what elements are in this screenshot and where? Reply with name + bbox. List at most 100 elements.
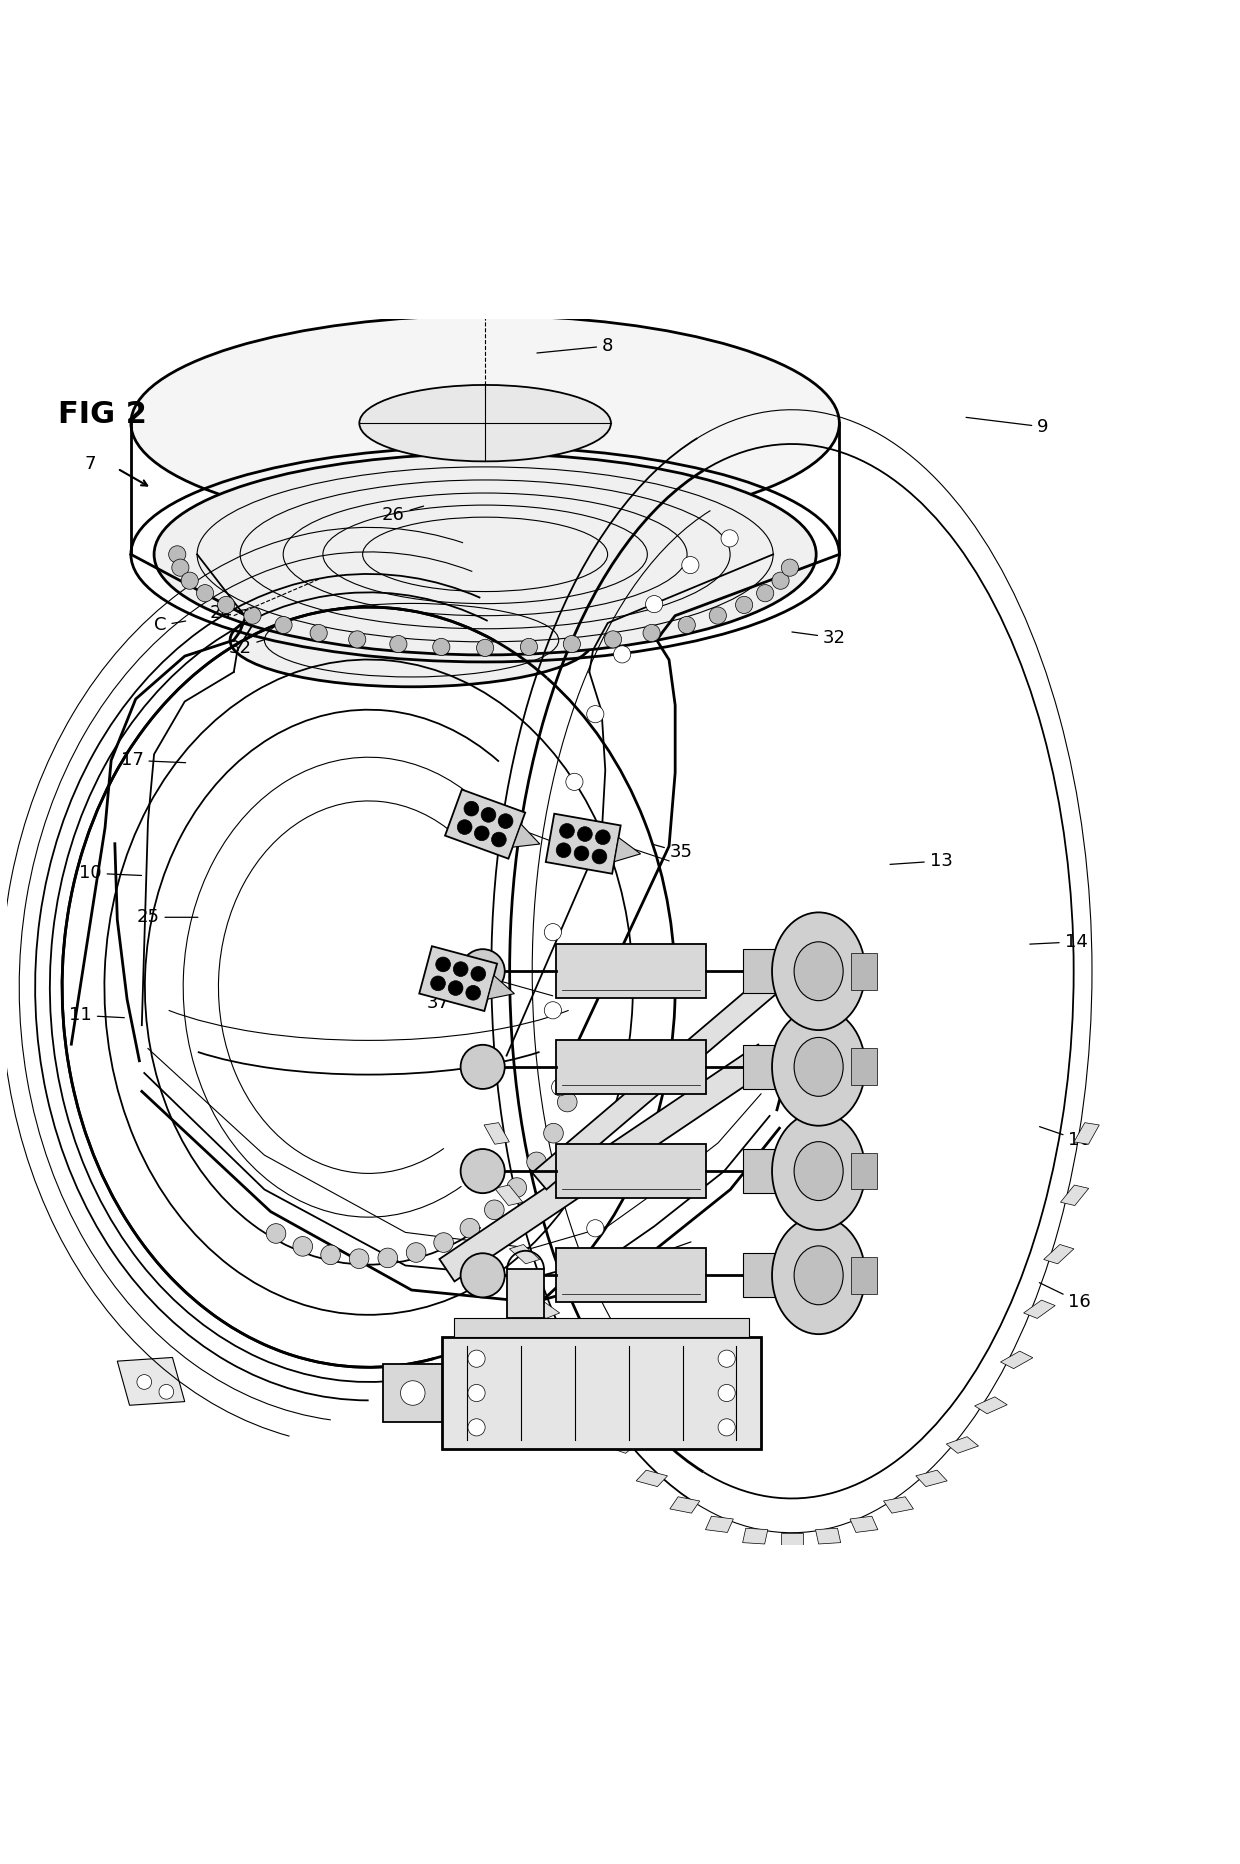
Polygon shape (532, 977, 777, 1189)
Text: 11: 11 (69, 1007, 124, 1025)
Circle shape (559, 824, 574, 839)
Circle shape (267, 1223, 286, 1243)
Polygon shape (636, 1471, 667, 1487)
Circle shape (460, 949, 505, 994)
Ellipse shape (773, 1217, 866, 1335)
Circle shape (293, 1236, 312, 1256)
Polygon shape (495, 1186, 523, 1206)
Polygon shape (781, 1532, 802, 1547)
Polygon shape (484, 1122, 510, 1144)
Polygon shape (670, 1497, 699, 1514)
Text: 25: 25 (136, 908, 198, 926)
Text: 32: 32 (228, 639, 268, 656)
Circle shape (521, 637, 537, 656)
Bar (851, 953, 878, 990)
Circle shape (348, 630, 366, 649)
Circle shape (378, 1249, 398, 1268)
Circle shape (646, 596, 662, 613)
Circle shape (458, 820, 472, 835)
Circle shape (435, 956, 450, 971)
Circle shape (464, 802, 479, 816)
Ellipse shape (794, 1245, 843, 1305)
Circle shape (578, 828, 593, 841)
Circle shape (159, 1385, 174, 1400)
Circle shape (275, 617, 293, 634)
Circle shape (433, 637, 450, 656)
Circle shape (574, 846, 589, 861)
Circle shape (604, 630, 621, 649)
Ellipse shape (794, 1141, 843, 1200)
Text: 35: 35 (653, 843, 693, 861)
Bar (443, 1336, 761, 1450)
Polygon shape (605, 1437, 637, 1454)
Text: 15: 15 (627, 1241, 691, 1269)
Text: 7: 7 (84, 455, 95, 473)
Circle shape (587, 1219, 604, 1238)
Polygon shape (1060, 1186, 1089, 1206)
Circle shape (467, 1419, 485, 1435)
Circle shape (471, 966, 486, 980)
Circle shape (644, 624, 660, 641)
Circle shape (460, 1219, 480, 1238)
Circle shape (544, 923, 562, 941)
Bar (743, 949, 780, 994)
Circle shape (485, 1200, 505, 1219)
Bar (851, 1152, 878, 1189)
Circle shape (543, 1124, 563, 1143)
Polygon shape (487, 975, 515, 999)
Circle shape (718, 1385, 735, 1402)
Polygon shape (1023, 1299, 1055, 1318)
Circle shape (498, 815, 513, 828)
Circle shape (491, 831, 506, 846)
Circle shape (527, 1152, 547, 1172)
Circle shape (430, 977, 445, 990)
Ellipse shape (231, 593, 593, 686)
Circle shape (720, 529, 738, 546)
Polygon shape (577, 1396, 609, 1413)
Text: 9: 9 (966, 418, 1049, 436)
Polygon shape (1001, 1351, 1033, 1368)
Circle shape (565, 774, 583, 790)
Ellipse shape (360, 386, 611, 462)
Circle shape (614, 1279, 631, 1297)
Circle shape (460, 1253, 505, 1297)
Circle shape (735, 596, 753, 613)
Polygon shape (614, 837, 641, 861)
Circle shape (244, 608, 262, 624)
Text: 24: 24 (210, 604, 252, 623)
Text: 16: 16 (1039, 1282, 1091, 1310)
Text: 15: 15 (569, 1055, 627, 1074)
Bar (743, 1046, 780, 1089)
Polygon shape (1074, 1122, 1100, 1144)
Polygon shape (849, 1515, 878, 1532)
Circle shape (136, 1374, 151, 1389)
Bar (743, 1148, 780, 1193)
Text: C: C (154, 617, 186, 634)
Circle shape (558, 1092, 577, 1111)
Circle shape (563, 636, 580, 652)
Text: 37: 37 (427, 992, 451, 1012)
Text: 36: 36 (608, 971, 644, 990)
Ellipse shape (154, 453, 816, 654)
Text: 8: 8 (537, 337, 614, 354)
Circle shape (682, 557, 699, 574)
Polygon shape (551, 1351, 583, 1368)
Polygon shape (743, 1528, 768, 1543)
Bar (383, 1364, 443, 1422)
Polygon shape (439, 1044, 774, 1281)
Ellipse shape (131, 315, 839, 531)
Polygon shape (445, 790, 526, 859)
Text: 13: 13 (890, 852, 952, 870)
Circle shape (467, 1350, 485, 1368)
Circle shape (460, 1148, 505, 1193)
Circle shape (552, 1079, 569, 1096)
Text: 17: 17 (120, 751, 186, 770)
Polygon shape (975, 1396, 1007, 1413)
Polygon shape (419, 947, 497, 1010)
Polygon shape (916, 1471, 947, 1487)
Polygon shape (816, 1528, 841, 1543)
Ellipse shape (794, 1038, 843, 1096)
Polygon shape (528, 1299, 559, 1318)
Circle shape (773, 572, 789, 589)
Circle shape (321, 1245, 341, 1264)
